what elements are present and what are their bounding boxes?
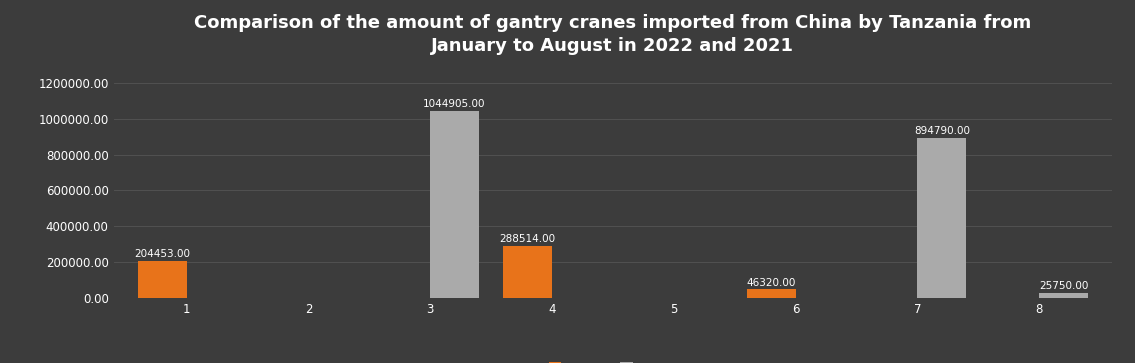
Text: 1044905.00: 1044905.00	[423, 99, 486, 109]
Text: 288514.00: 288514.00	[499, 234, 556, 244]
Bar	[747, 289, 796, 298]
Bar	[1040, 293, 1088, 298]
Title: Comparison of the amount of gantry cranes imported from China by Tanzania from
J: Comparison of the amount of gantry crane…	[194, 14, 1032, 56]
Text: 25750.00: 25750.00	[1039, 281, 1088, 291]
Bar	[430, 111, 479, 298]
Legend: 2021年, 2022年: 2021年, 2022年	[544, 357, 682, 363]
Text: 894790.00: 894790.00	[914, 126, 969, 136]
Bar	[917, 138, 966, 298]
Text: 46320.00: 46320.00	[747, 278, 796, 287]
Bar	[137, 261, 186, 298]
Bar	[503, 246, 552, 298]
Text: 204453.00: 204453.00	[134, 249, 191, 259]
